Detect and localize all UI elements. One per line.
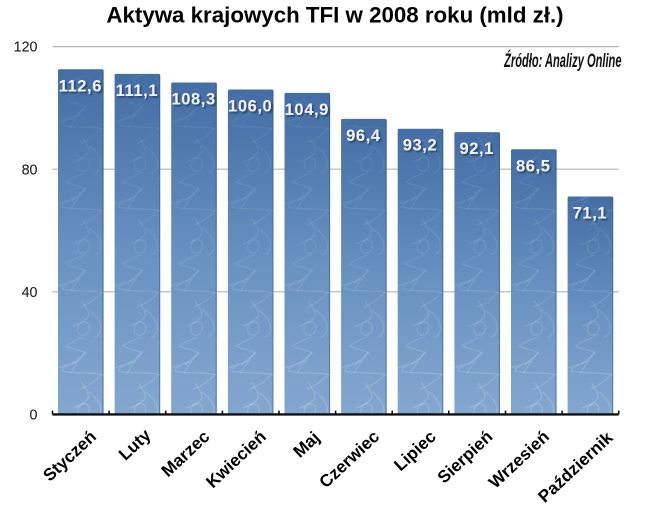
- svg-text:80: 80: [22, 162, 38, 178]
- svg-text:92,1: 92,1: [459, 140, 494, 158]
- svg-text:120: 120: [14, 40, 38, 56]
- svg-text:86,5: 86,5: [516, 157, 551, 175]
- svg-text:106,0: 106,0: [228, 98, 272, 116]
- svg-text:Źródło: Analizy Online: Źródło: Analizy Online: [503, 51, 621, 72]
- svg-text:71,1: 71,1: [573, 205, 608, 223]
- svg-text:93,2: 93,2: [403, 137, 438, 155]
- svg-text:0: 0: [30, 408, 38, 424]
- svg-text:40: 40: [22, 285, 38, 301]
- svg-text:111,1: 111,1: [116, 82, 158, 100]
- svg-text:104,9: 104,9: [285, 101, 329, 119]
- svg-text:96,4: 96,4: [346, 127, 381, 145]
- svg-text:Aktywa krajowych TFI w 2008 ro: Aktywa krajowych TFI w 2008 roku (mld zł…: [106, 2, 563, 27]
- svg-text:112,6: 112,6: [59, 77, 102, 95]
- svg-text:108,3: 108,3: [171, 91, 215, 109]
